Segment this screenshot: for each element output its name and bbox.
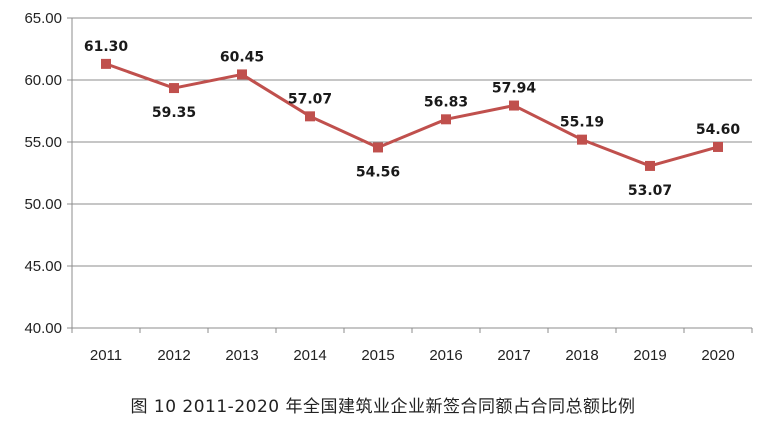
y-tick-label: 50.00 (24, 196, 62, 213)
data-series (101, 58, 723, 171)
x-tick-label: 2013 (225, 347, 258, 364)
y-axis-tick-labels: 40.00 45.00 50.00 55.00 60.00 65.00 (24, 10, 62, 337)
x-tick-label: 2011 (90, 347, 122, 364)
axes (67, 17, 753, 333)
data-label: 54.60 (696, 122, 741, 138)
data-label: 59.35 (152, 105, 196, 121)
data-label: 54.56 (356, 164, 400, 180)
y-tick-label: 45.00 (24, 258, 62, 275)
data-point-marker (441, 114, 451, 125)
x-axis-tick-labels: 2011 2012 2013 2014 2015 2016 2017 2018 2019 2020 (90, 347, 735, 364)
data-point-marker (101, 58, 111, 69)
data-point-marker (509, 100, 519, 111)
data-point-marker (713, 141, 723, 152)
data-point-marker (577, 134, 587, 145)
data-label: 57.07 (288, 91, 332, 107)
x-tick-label: 2016 (429, 347, 462, 364)
data-label: 53.07 (628, 183, 672, 199)
x-tick-label: 2012 (157, 347, 190, 364)
data-point-marker (169, 83, 179, 94)
data-label: 61.30 (84, 39, 129, 55)
y-tick-label: 55.00 (24, 134, 62, 151)
y-tick-label: 65.00 (24, 10, 62, 27)
x-tick-label: 2014 (293, 347, 326, 364)
data-point-marker (645, 160, 655, 171)
x-tick-label: 2017 (497, 347, 530, 364)
data-label: 57.94 (492, 81, 537, 97)
gridlines (72, 17, 752, 267)
y-tick-label: 40.00 (24, 320, 62, 337)
data-label: 60.45 (220, 49, 264, 65)
data-label: 55.19 (560, 115, 604, 131)
data-point-marker (305, 111, 315, 122)
data-point-marker (373, 142, 383, 153)
x-tick-label: 2020 (701, 347, 734, 364)
series-line (105, 62, 719, 168)
data-point-marker (237, 69, 247, 80)
figure-caption: 图 10 2011-2020 年全国建筑业企业新签合同额占合同总额比例 (130, 397, 636, 417)
x-tick-label: 2015 (361, 347, 394, 364)
x-tick-label: 2019 (633, 347, 666, 364)
x-tick-label: 2018 (565, 347, 598, 364)
data-labels: 61.30 59.35 60.45 57.07 54.56 56.83 57.94 55.19… (84, 39, 741, 199)
y-tick-label: 60.00 (24, 72, 62, 89)
data-label: 56.83 (424, 94, 468, 110)
